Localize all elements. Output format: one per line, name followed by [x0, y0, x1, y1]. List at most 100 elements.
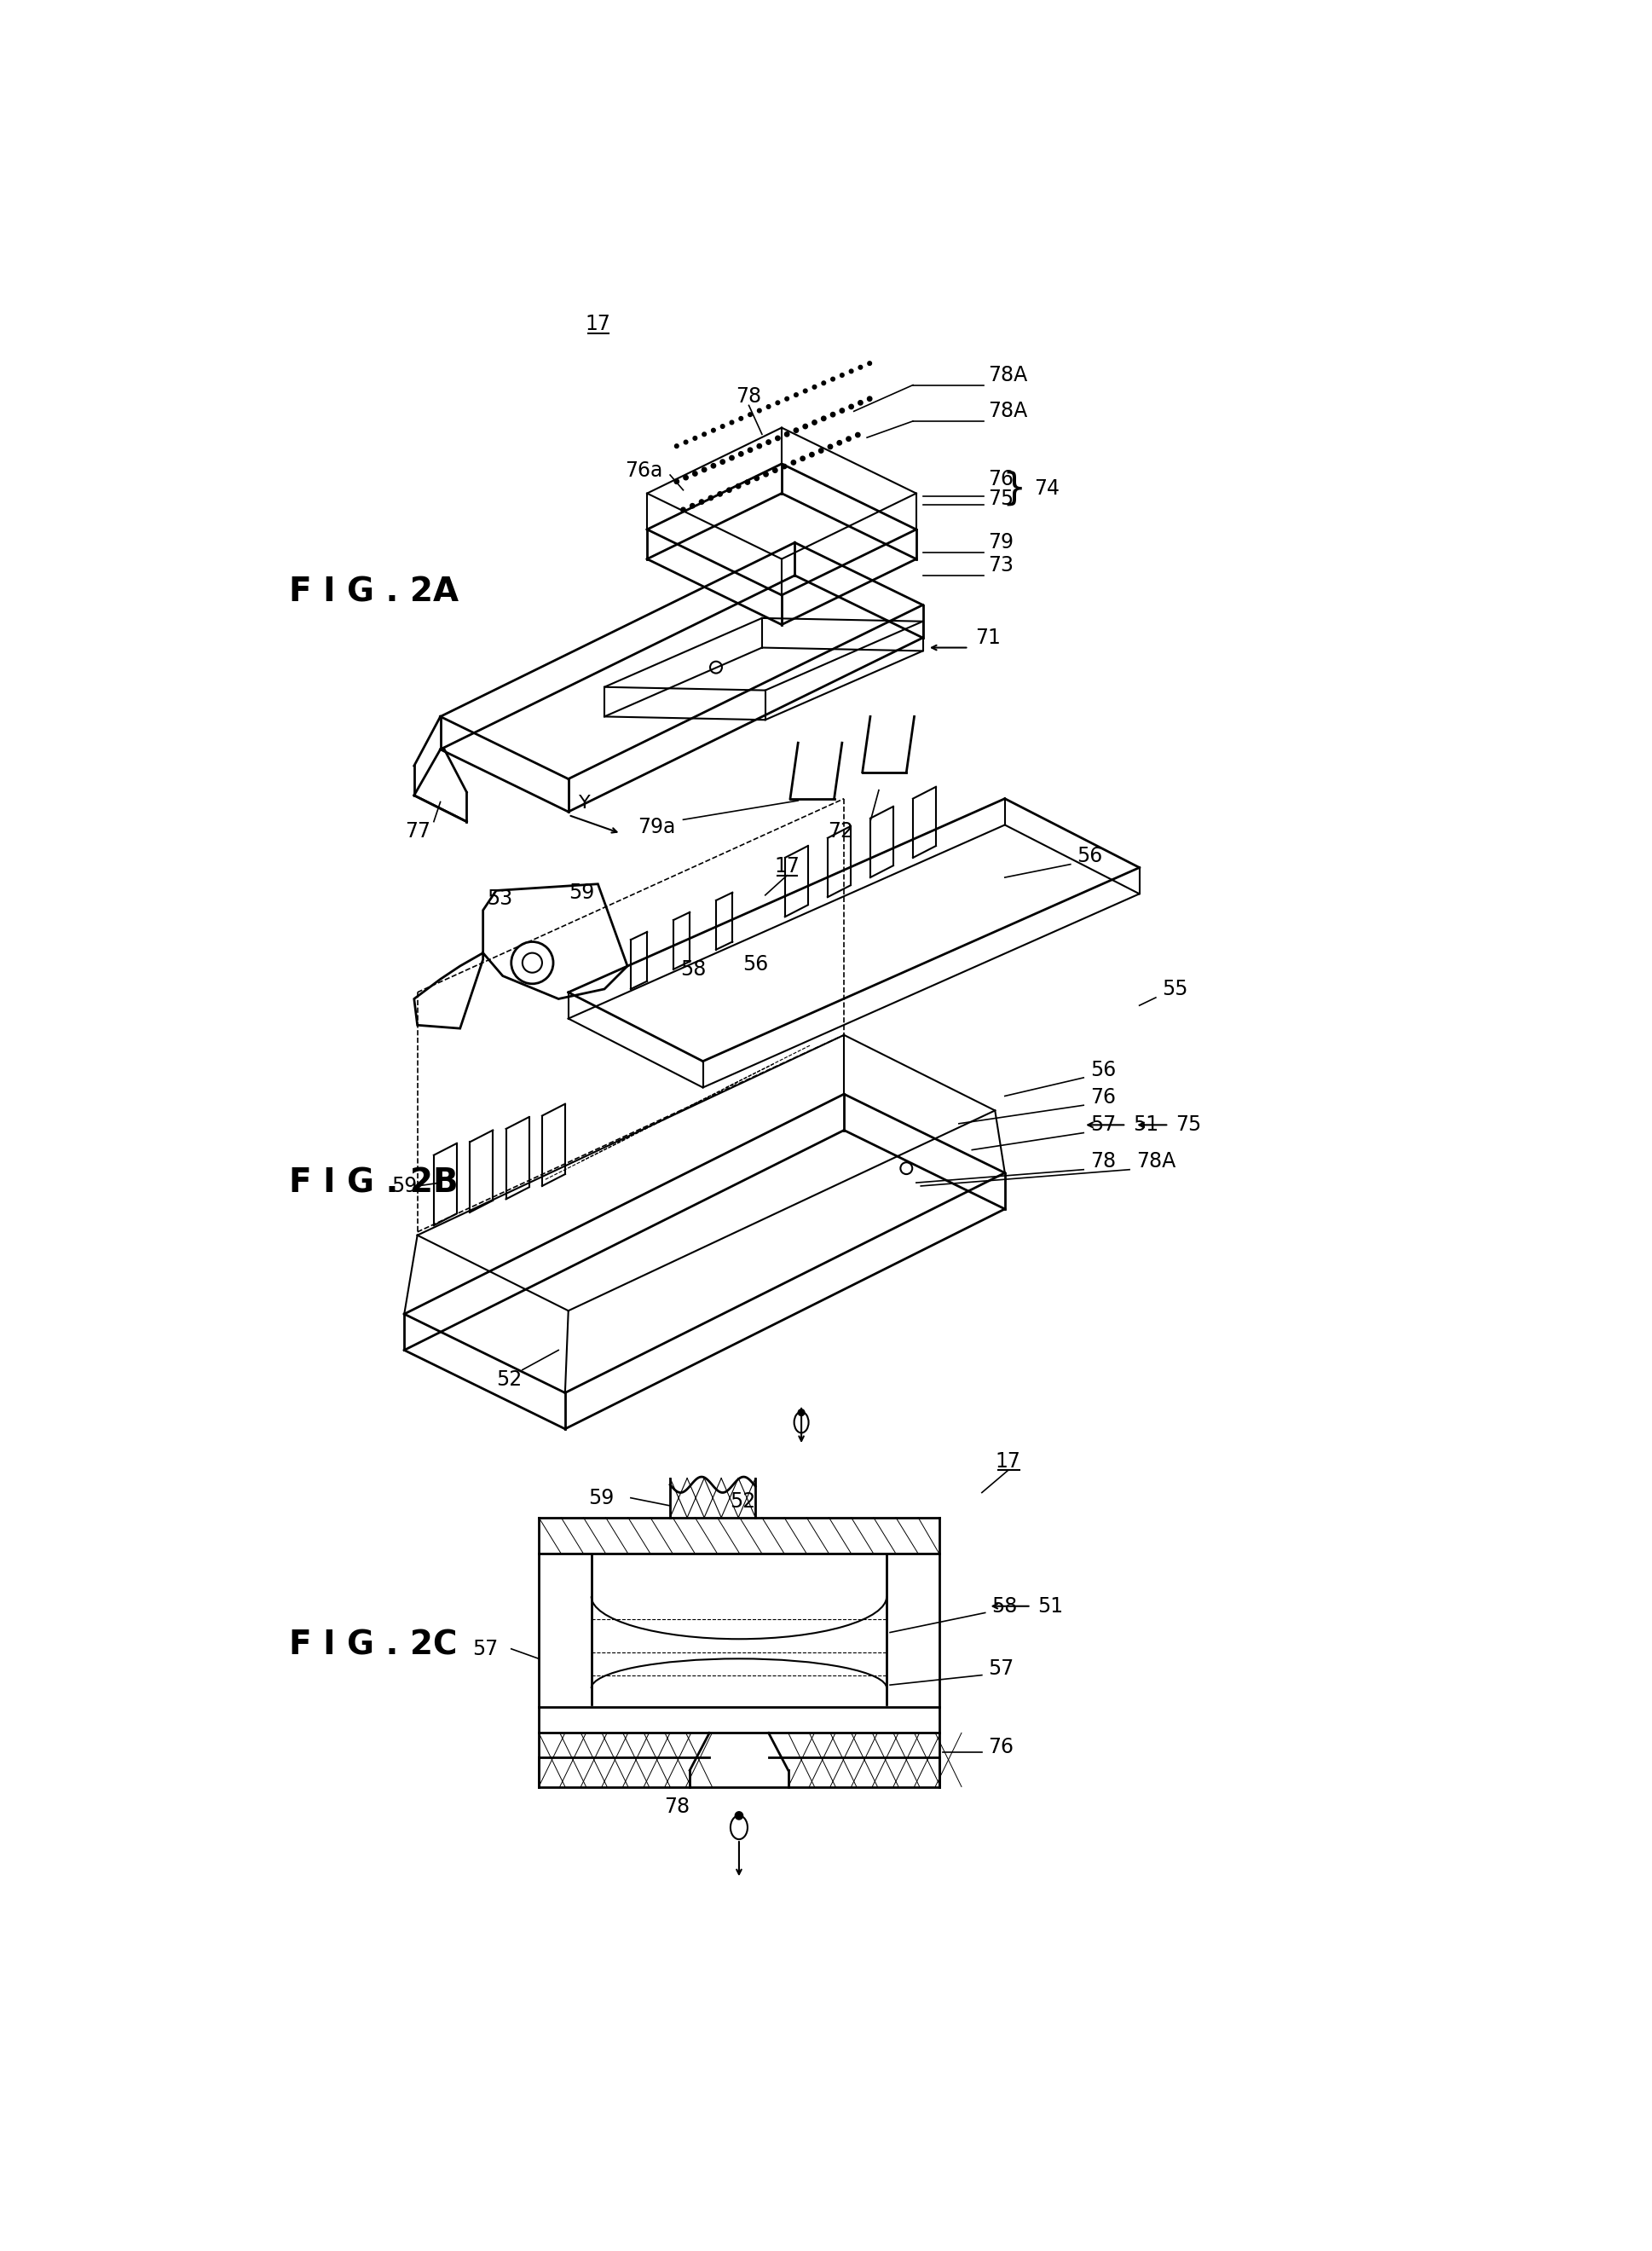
- Text: 76: 76: [988, 1738, 1014, 1758]
- Circle shape: [785, 396, 790, 401]
- Text: F I G . 2B: F I G . 2B: [289, 1166, 459, 1200]
- Circle shape: [867, 362, 872, 365]
- Text: 72: 72: [828, 822, 854, 842]
- Text: 78: 78: [664, 1796, 689, 1817]
- Circle shape: [795, 394, 798, 396]
- Text: }: }: [1001, 470, 1026, 506]
- Circle shape: [867, 396, 872, 401]
- Text: 56: 56: [742, 954, 768, 975]
- Circle shape: [730, 421, 733, 425]
- Circle shape: [831, 378, 834, 380]
- Circle shape: [691, 504, 695, 509]
- Text: 59: 59: [588, 1488, 615, 1508]
- Circle shape: [748, 412, 752, 416]
- Text: 79a: 79a: [638, 817, 676, 837]
- Circle shape: [828, 443, 833, 448]
- Text: 17: 17: [585, 313, 611, 333]
- Circle shape: [720, 425, 725, 428]
- Text: 78A: 78A: [988, 365, 1028, 385]
- Text: 76: 76: [1090, 1087, 1115, 1107]
- Circle shape: [745, 479, 750, 484]
- Circle shape: [821, 416, 826, 421]
- Text: 52: 52: [730, 1490, 755, 1510]
- Circle shape: [767, 439, 771, 443]
- Circle shape: [702, 432, 705, 437]
- Text: 74: 74: [1034, 479, 1061, 500]
- Text: 59: 59: [392, 1175, 418, 1195]
- Circle shape: [821, 380, 826, 385]
- Text: 58: 58: [991, 1596, 1018, 1616]
- Circle shape: [775, 437, 780, 441]
- Circle shape: [773, 468, 778, 473]
- Circle shape: [831, 412, 836, 416]
- Circle shape: [763, 473, 768, 477]
- Circle shape: [748, 448, 752, 452]
- Circle shape: [813, 385, 816, 389]
- Text: 78A: 78A: [1137, 1153, 1176, 1173]
- Circle shape: [757, 410, 762, 412]
- Text: 78: 78: [737, 385, 762, 407]
- Circle shape: [684, 475, 689, 479]
- Text: 59: 59: [568, 882, 595, 903]
- Circle shape: [785, 432, 790, 437]
- Circle shape: [702, 468, 707, 473]
- Circle shape: [849, 369, 852, 374]
- Circle shape: [800, 457, 805, 461]
- Circle shape: [803, 389, 808, 394]
- Text: 56: 56: [1090, 1060, 1117, 1080]
- Text: 75: 75: [988, 488, 1014, 509]
- Text: 71: 71: [975, 628, 1001, 648]
- Text: F I G . 2A: F I G . 2A: [289, 576, 459, 608]
- Text: 52: 52: [496, 1369, 522, 1389]
- Circle shape: [730, 455, 733, 459]
- Circle shape: [846, 437, 851, 441]
- Text: 78A: 78A: [988, 401, 1028, 421]
- Circle shape: [738, 452, 743, 457]
- Text: 55: 55: [1163, 979, 1188, 999]
- Circle shape: [781, 464, 786, 468]
- Circle shape: [803, 423, 808, 428]
- Circle shape: [712, 428, 715, 432]
- Circle shape: [795, 428, 798, 432]
- Text: F I G . 2C: F I G . 2C: [289, 1630, 458, 1661]
- Circle shape: [849, 405, 854, 410]
- Text: 73: 73: [988, 556, 1014, 576]
- Circle shape: [809, 452, 814, 457]
- Circle shape: [735, 1812, 743, 1819]
- Circle shape: [738, 416, 743, 421]
- Text: 57: 57: [472, 1639, 497, 1659]
- Circle shape: [776, 401, 780, 405]
- Circle shape: [838, 441, 843, 446]
- Text: 77: 77: [405, 822, 430, 842]
- Text: 75: 75: [1176, 1114, 1201, 1135]
- Circle shape: [681, 506, 686, 511]
- Circle shape: [694, 437, 697, 441]
- Text: 53: 53: [487, 889, 512, 909]
- Circle shape: [674, 443, 679, 448]
- Circle shape: [813, 421, 816, 425]
- Circle shape: [859, 365, 862, 369]
- Text: 76: 76: [988, 468, 1014, 488]
- Circle shape: [699, 500, 704, 504]
- Circle shape: [791, 459, 796, 464]
- Text: 79: 79: [988, 531, 1014, 554]
- Circle shape: [720, 459, 725, 464]
- Text: 78: 78: [1090, 1153, 1115, 1173]
- Circle shape: [857, 401, 862, 405]
- Text: 17: 17: [996, 1452, 1021, 1472]
- Circle shape: [737, 484, 740, 488]
- Circle shape: [798, 1409, 805, 1416]
- Circle shape: [767, 405, 770, 410]
- Circle shape: [717, 491, 722, 495]
- Text: 17: 17: [775, 855, 800, 876]
- Circle shape: [841, 374, 844, 378]
- Circle shape: [710, 464, 715, 468]
- Circle shape: [757, 443, 762, 448]
- Text: 56: 56: [1077, 846, 1104, 867]
- Circle shape: [819, 448, 823, 452]
- Circle shape: [684, 441, 687, 443]
- Circle shape: [839, 407, 844, 412]
- Text: Y: Y: [578, 795, 591, 813]
- Circle shape: [709, 495, 714, 500]
- Circle shape: [692, 470, 697, 475]
